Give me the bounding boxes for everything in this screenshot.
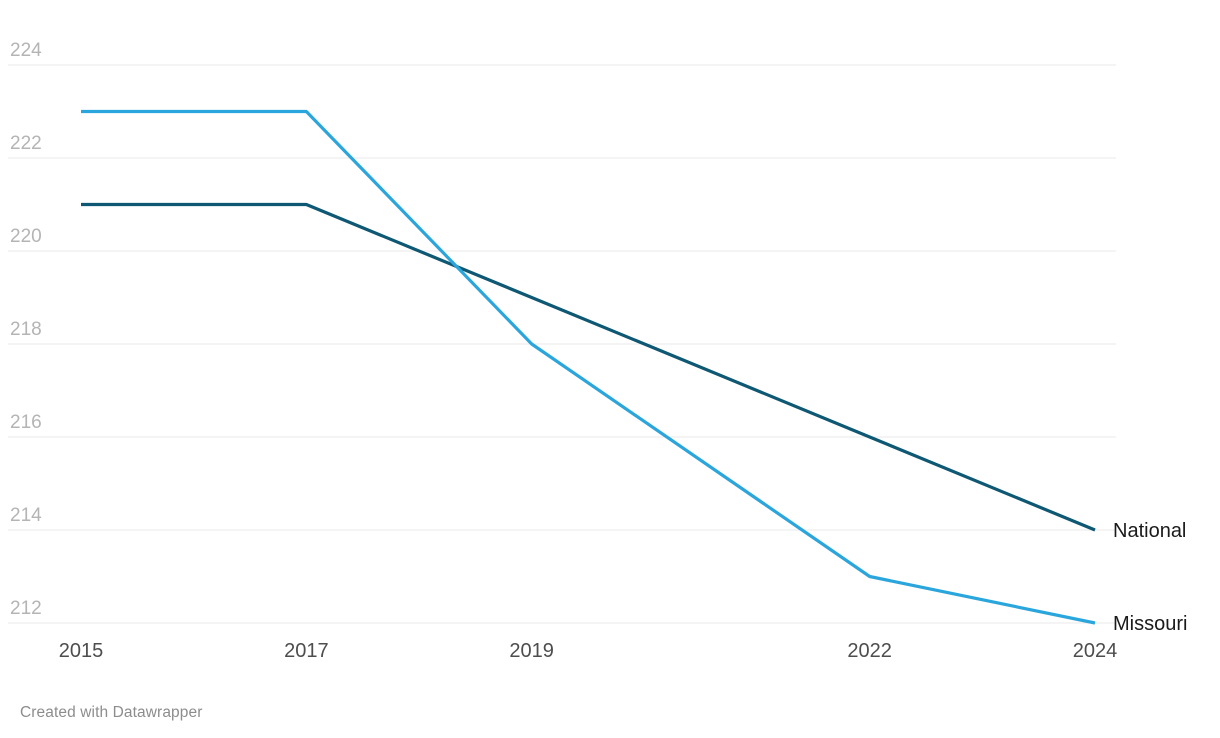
y-tick-label-224: 224 [10,40,42,61]
series-label-missouri: Missouri [1113,613,1187,635]
x-tick-label-2024: 2024 [1073,640,1118,662]
x-tick-label-2022: 2022 [847,640,892,662]
series-line-national [81,202,1096,532]
x-tick-label-2015: 2015 [59,640,104,662]
series-label-national: National [1113,520,1186,542]
y-tick-label-212: 212 [10,598,42,619]
y-tick-label-222: 222 [10,133,42,154]
x-tick-label-2017: 2017 [284,640,329,662]
y-tick-label-218: 218 [10,319,42,340]
y-tick-label-216: 216 [10,412,42,433]
x-tick-label-2019: 2019 [509,640,554,662]
y-tick-label-214: 214 [10,505,42,526]
datawrapper-credit: Created with Datawrapper [20,704,203,721]
y-tick-label-220: 220 [10,226,42,247]
series-line-missouri [81,109,1096,625]
